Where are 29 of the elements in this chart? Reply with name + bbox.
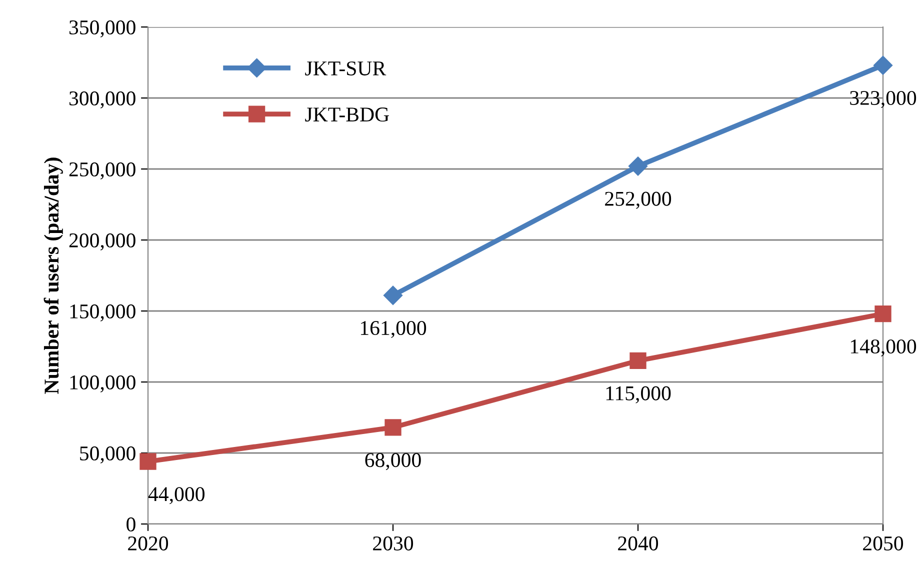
x-tick-label: 2050 [863,536,904,550]
data-label: 44,000 [148,487,204,504]
x-tick-label: 2020 [128,536,168,550]
point [140,453,156,470]
x-tick-label: 2040 [618,536,658,550]
data-label: 68,000 [365,453,421,470]
y-tick-label: 150,000 [70,304,136,322]
y-tick-label: 0 [126,517,136,532]
point [874,306,892,322]
data-label: 161,000 [360,320,426,338]
data-label: 115,000 [606,386,671,404]
y-tick-label: 50,000 [80,446,136,464]
y-tick-label: 200,000 [69,233,136,250]
y-tick-label: 300,000 [69,91,136,108]
point [873,56,893,75]
y-tick-label: 250,000 [69,162,136,180]
point [383,286,403,305]
point [628,156,648,176]
point [630,352,646,370]
data-label: 323,000 [850,90,916,108]
y-axis-title: Number of users (pax/day) [44,158,63,394]
y-tick-label: 350,000 [69,20,136,38]
data-label: 252,000 [605,192,672,209]
legend-label: JKT-BDG [305,108,389,122]
point [384,419,402,436]
x-tick-label: 2030 [373,536,414,550]
data-label: 148,000 [850,339,916,356]
y-tick-label: 100,000 [70,375,136,392]
legend-label: JKT-SUR [305,61,386,76]
